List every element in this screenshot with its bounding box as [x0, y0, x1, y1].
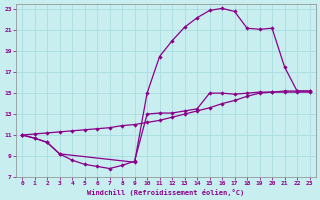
X-axis label: Windchill (Refroidissement éolien,°C): Windchill (Refroidissement éolien,°C) — [87, 189, 244, 196]
